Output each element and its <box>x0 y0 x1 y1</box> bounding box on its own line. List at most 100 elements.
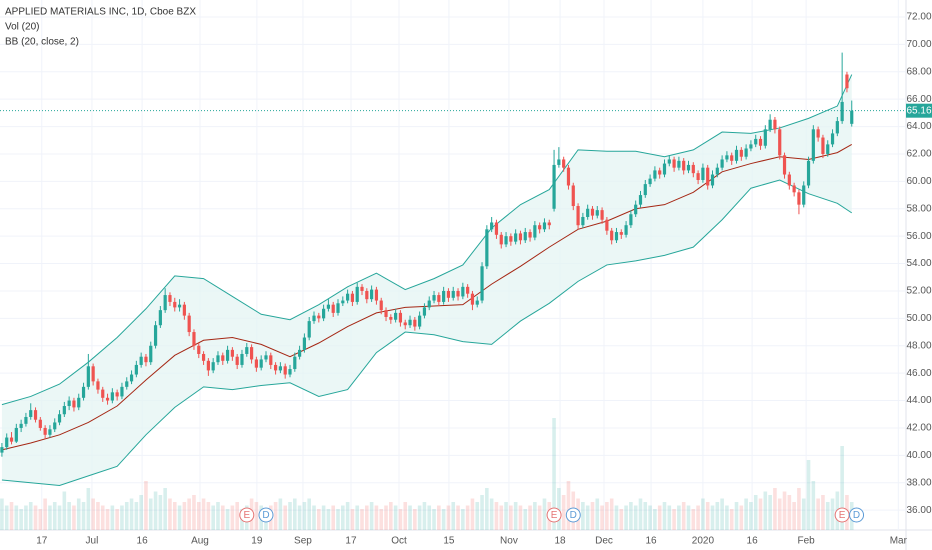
candle-body <box>787 174 791 186</box>
candle-body <box>312 315 316 322</box>
volume-bar <box>518 505 523 530</box>
candle-body <box>677 160 681 168</box>
candle-body <box>590 208 595 216</box>
volume-bar <box>331 505 336 530</box>
candle-body <box>101 389 105 398</box>
event-label: E <box>551 510 558 521</box>
candle-body <box>350 293 355 302</box>
candle-body <box>192 332 196 346</box>
volume-bar <box>374 505 379 530</box>
candle-body <box>653 170 657 179</box>
volume-bar <box>691 509 696 530</box>
volume-bar <box>144 481 148 530</box>
volume-bar <box>744 498 748 530</box>
volume-bar <box>513 502 518 530</box>
volume-bar <box>677 505 681 530</box>
candle-body <box>81 386 86 398</box>
volume-bar <box>461 509 465 530</box>
candle-body <box>475 300 479 305</box>
candle-body <box>629 214 633 226</box>
volume-bar <box>182 502 187 530</box>
candle-body <box>297 349 302 357</box>
volume-bar <box>317 509 321 530</box>
candle-body <box>370 289 374 300</box>
candle-body <box>456 290 460 297</box>
candle-body <box>730 155 734 161</box>
candle-body <box>201 353 206 361</box>
candle-body <box>288 369 292 375</box>
candle-body <box>398 312 403 323</box>
candle-body <box>43 427 47 435</box>
y-tick-label: 52.00 <box>906 286 931 297</box>
candle-body <box>715 167 719 175</box>
volume-bar <box>33 505 38 530</box>
candle-body <box>648 178 652 185</box>
candle-body <box>830 133 835 145</box>
candle-body <box>686 164 691 171</box>
candle-body <box>163 295 167 311</box>
x-tick-label: 2020 <box>692 536 715 547</box>
candle-body <box>153 325 158 346</box>
candle-body <box>571 185 575 207</box>
volume-bar <box>129 498 134 530</box>
candle-body <box>96 381 100 390</box>
volume-bar <box>465 505 470 530</box>
volume-bar <box>393 505 398 530</box>
volume-bar <box>638 498 643 530</box>
candle-body <box>528 232 532 238</box>
volume-bar <box>312 505 316 530</box>
candle-body <box>480 266 484 301</box>
volume-bar <box>28 502 33 530</box>
candle-body <box>91 366 95 382</box>
candle-body <box>302 337 307 350</box>
volume-bar <box>369 502 374 530</box>
candle-body <box>826 144 830 154</box>
candle-body <box>586 208 590 217</box>
volume-bar <box>441 509 446 530</box>
band-fill <box>1 74 852 486</box>
volume-bar <box>292 498 297 530</box>
volume-bar <box>81 502 86 530</box>
candle-body <box>427 300 431 308</box>
candle-body <box>283 366 287 375</box>
x-tick-label: Oct <box>391 536 407 547</box>
candle-body <box>518 233 523 241</box>
volume-bar <box>168 498 172 530</box>
volume-bar <box>811 481 816 530</box>
candle-body <box>67 400 71 407</box>
x-tick-label: 16 <box>645 536 657 547</box>
candle-body <box>360 286 364 291</box>
y-tick-label: 62.00 <box>906 149 931 160</box>
candle-body <box>754 138 758 145</box>
candle-body <box>509 236 513 242</box>
y-tick-label: 70.00 <box>906 39 931 50</box>
x-tick-label: Jul <box>86 536 99 547</box>
volume-bar <box>96 502 100 530</box>
candle-body <box>273 364 278 371</box>
event-marker <box>239 507 255 523</box>
bollinger-bands <box>1 74 853 486</box>
volume-bar <box>321 505 326 530</box>
candle-body <box>384 310 388 317</box>
volume-bar <box>629 502 633 530</box>
volume-bar <box>345 502 350 530</box>
volume-bar <box>758 498 763 530</box>
x-tick-label: 15 <box>443 536 455 547</box>
candle-body <box>835 121 839 134</box>
candle-body <box>394 312 398 320</box>
volume-bar <box>792 502 796 530</box>
candle-body <box>129 374 134 382</box>
candle-body <box>619 232 623 235</box>
volume-bar <box>533 502 537 530</box>
volume-bar <box>657 505 662 530</box>
candle-body <box>139 356 143 365</box>
candle-body <box>605 219 609 231</box>
candle-body <box>691 164 695 174</box>
volume-bar <box>172 502 177 530</box>
candle-body <box>749 144 753 149</box>
candle-body <box>523 232 527 241</box>
candle-body <box>355 286 359 302</box>
volume-bar <box>782 491 787 530</box>
volume-bar <box>720 498 724 530</box>
